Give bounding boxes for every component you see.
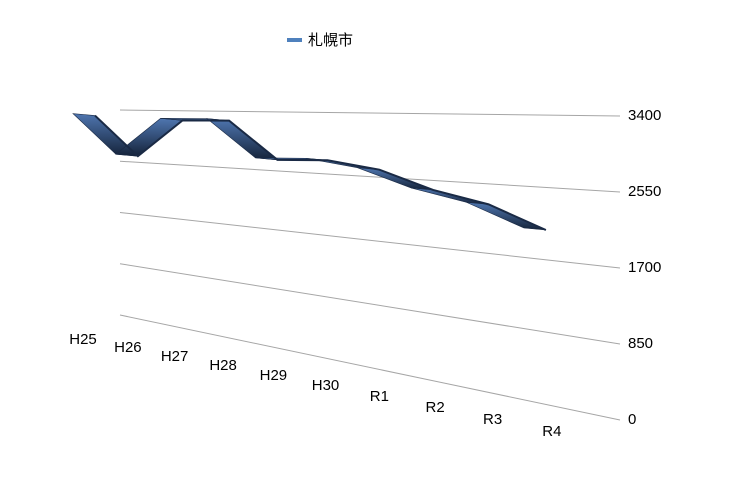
x-tick-label: R2 <box>426 399 445 416</box>
x-tick-label: R3 <box>483 411 502 428</box>
grid-line <box>119 160 621 193</box>
grid-line <box>119 212 621 269</box>
grid-line <box>119 109 621 117</box>
y-tick-label: 2550 <box>628 183 661 200</box>
grid-line <box>119 314 621 421</box>
grid-line <box>119 263 621 345</box>
ribbon-face <box>115 118 184 157</box>
x-tick-label: H28 <box>209 357 237 374</box>
x-tick-label: H27 <box>161 348 189 365</box>
legend: 札幌市 <box>287 32 353 49</box>
ribbon-face <box>466 202 547 231</box>
x-tick-label: H29 <box>260 367 288 384</box>
y-tick-label: 1700 <box>628 259 661 276</box>
y-tick-label: 850 <box>628 335 653 352</box>
x-tick-label: H25 <box>69 331 97 348</box>
x-tick-label: R1 <box>370 388 389 405</box>
line-series <box>94 114 547 231</box>
x-tick-label: H30 <box>312 377 340 394</box>
ribbon-face <box>206 118 279 161</box>
legend-label: 札幌市 <box>308 32 353 49</box>
y-tick-label: 0 <box>628 411 636 428</box>
x-tick-label: H26 <box>114 339 142 356</box>
y-tick-label: 3400 <box>628 107 661 124</box>
x-tick-label: R4 <box>542 423 561 440</box>
